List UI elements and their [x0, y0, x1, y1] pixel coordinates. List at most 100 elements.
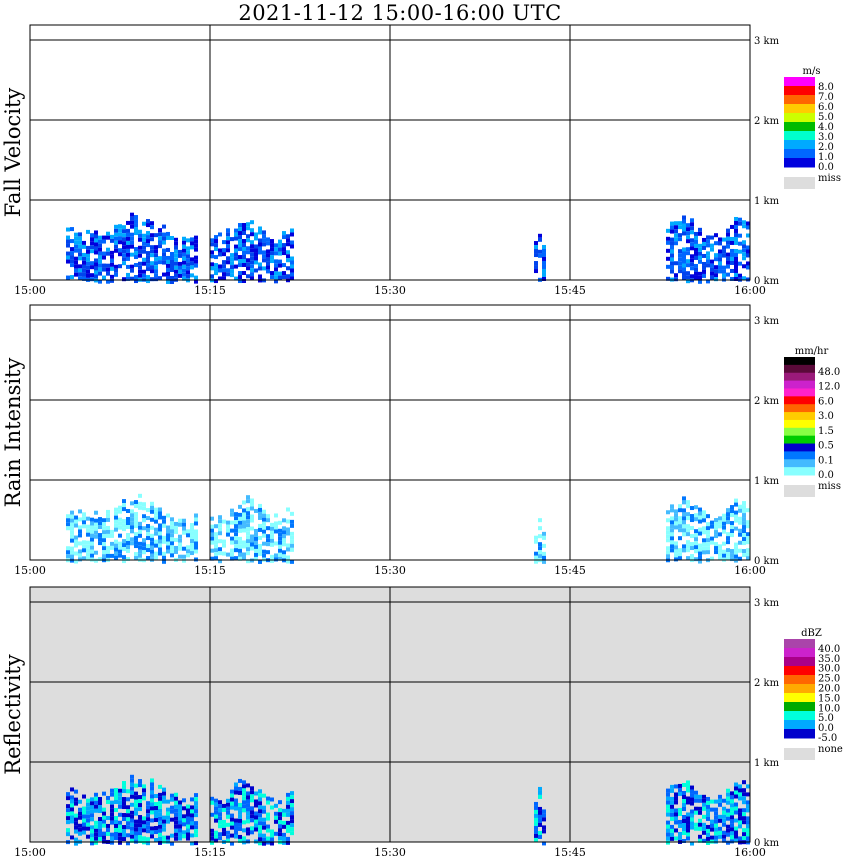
echo-cell	[694, 529, 698, 534]
echo-cell	[218, 824, 222, 829]
echo-cell	[106, 247, 110, 252]
echo-cell	[286, 531, 290, 536]
echo-cell	[246, 543, 250, 548]
echo-cell	[686, 500, 690, 505]
echo-cell	[182, 814, 186, 819]
echo-cell	[258, 817, 262, 822]
echo-cell	[170, 275, 174, 280]
echo-cell	[66, 820, 70, 825]
echo-cell	[670, 804, 674, 809]
echo-cell	[702, 265, 706, 270]
echo-cell	[90, 813, 94, 818]
echo-cell	[74, 825, 78, 830]
echo-cell	[190, 797, 194, 802]
echo-cell	[174, 820, 178, 825]
echo-cell	[286, 800, 290, 805]
echo-cell	[262, 805, 266, 810]
echo-cell	[162, 787, 166, 792]
echo-cell	[686, 512, 690, 517]
echo-cell	[258, 841, 262, 846]
echo-cell	[106, 533, 110, 538]
echo-cell	[218, 268, 222, 273]
echo-cell	[158, 531, 162, 536]
legend-swatch	[784, 140, 815, 150]
echo-cell	[130, 501, 134, 506]
echo-cell	[290, 264, 294, 269]
echo-cell	[534, 559, 538, 564]
echo-cell	[210, 812, 214, 817]
echo-cell	[258, 230, 262, 235]
echo-cell	[742, 501, 746, 506]
echo-cell	[122, 245, 126, 250]
legend-swatch	[784, 675, 815, 685]
echo-cell	[150, 830, 154, 835]
echo-cell	[698, 231, 702, 236]
echo-cell	[226, 814, 230, 819]
echo-cell	[210, 548, 214, 553]
echo-cell	[282, 808, 286, 813]
echo-cell	[66, 804, 70, 809]
echo-cell	[666, 796, 670, 801]
echo-cell	[718, 818, 722, 823]
echo-cell	[74, 841, 78, 846]
echo-cell	[214, 806, 218, 811]
echo-cell	[742, 248, 746, 253]
echo-cell	[286, 507, 290, 512]
echo-cell	[678, 269, 682, 274]
echo-cell	[254, 536, 258, 541]
echo-cell	[234, 798, 238, 803]
echo-cell	[174, 808, 178, 813]
echo-cell	[262, 513, 266, 518]
echo-cell	[102, 530, 106, 535]
echo-cell	[534, 813, 538, 818]
echo-cell	[118, 252, 122, 257]
echo-cell	[146, 255, 150, 260]
echo-cell	[102, 239, 106, 244]
echo-cell	[134, 520, 138, 525]
echo-cell	[114, 547, 118, 552]
echo-cell	[154, 261, 158, 266]
echo-cell	[290, 511, 294, 516]
echo-cell	[122, 825, 126, 830]
echo-cell	[126, 544, 130, 549]
echo-cell	[742, 549, 746, 554]
echo-cell	[538, 233, 542, 238]
echo-cell	[218, 804, 222, 809]
echo-cell	[682, 267, 686, 272]
echo-cell	[246, 266, 250, 271]
echo-cell	[682, 799, 686, 804]
echo-cell	[186, 828, 190, 833]
echo-cell	[702, 546, 706, 551]
echo-cell	[146, 532, 150, 537]
echo-cell	[138, 783, 142, 788]
echo-cell	[214, 552, 218, 557]
echo-cell	[694, 267, 698, 272]
echo-cell	[126, 508, 130, 513]
echo-cell	[78, 509, 82, 514]
echo-cell	[742, 780, 746, 785]
echo-cell	[674, 800, 678, 805]
echo-cell	[730, 256, 734, 261]
echo-cell	[258, 789, 262, 794]
echo-cell	[94, 820, 98, 825]
echo-cell	[278, 800, 282, 805]
echo-cell	[182, 236, 186, 241]
echo-cell	[114, 519, 118, 524]
echo-cell	[726, 256, 730, 261]
echo-cell	[130, 830, 134, 835]
echo-cell	[278, 263, 282, 268]
echo-cell	[186, 254, 190, 259]
echo-cell	[730, 248, 734, 253]
echo-cell	[714, 819, 718, 824]
echo-cell	[722, 521, 726, 526]
echo-cell	[190, 237, 194, 242]
echo-cell	[142, 788, 146, 793]
echo-cell	[694, 251, 698, 256]
echo-cell	[686, 504, 690, 509]
echo-cell	[670, 249, 674, 254]
echo-cell	[126, 516, 130, 521]
echo-cell	[74, 264, 78, 269]
echo-cell	[126, 548, 130, 553]
echo-cell	[698, 247, 702, 252]
